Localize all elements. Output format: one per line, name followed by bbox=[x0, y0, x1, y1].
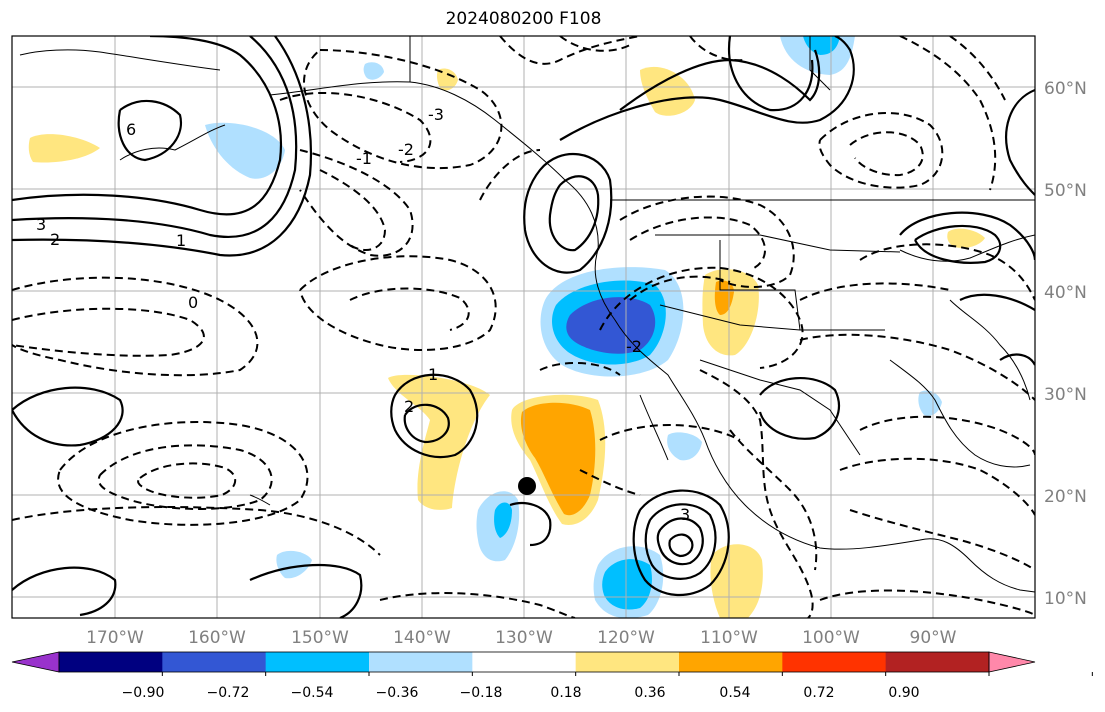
lon-label-170w: 170°W bbox=[86, 628, 144, 648]
contour-label: -2 bbox=[626, 337, 642, 356]
colorbar-tick-label: 0.18 bbox=[550, 685, 581, 701]
colorbar-segment bbox=[472, 652, 577, 672]
lon-label-90w: 90°W bbox=[910, 628, 957, 648]
contour-label: 3 bbox=[36, 215, 46, 234]
map-title: 2024080200 F108 bbox=[445, 9, 602, 29]
contour-label: 0 bbox=[188, 293, 198, 312]
lat-label-60n: 60°N bbox=[1044, 79, 1087, 99]
colorbar bbox=[11, 651, 1093, 676]
colorbar-max-arrow bbox=[988, 651, 1036, 673]
lat-label-10n: 10°N bbox=[1044, 589, 1087, 609]
colorbar-min-arrow bbox=[11, 651, 60, 673]
colorbar-segment bbox=[782, 652, 887, 672]
colorbar-segment bbox=[162, 652, 267, 672]
colorbar-tick-label: −0.18 bbox=[460, 685, 503, 701]
contour-label: -1 bbox=[356, 149, 372, 168]
solid-contours bbox=[12, 36, 1035, 618]
storm-position-marker bbox=[518, 477, 536, 495]
lat-label-30n: 30°N bbox=[1044, 385, 1087, 405]
colorbar-outline bbox=[58, 651, 990, 673]
lon-label-110w: 110°W bbox=[700, 628, 758, 648]
contour-label: -3 bbox=[428, 105, 444, 124]
colorbar-segment bbox=[885, 652, 990, 672]
contour-label: 2 bbox=[50, 230, 60, 249]
lat-label-40n: 40°N bbox=[1044, 283, 1087, 303]
colorbar-tick-label: −0.36 bbox=[376, 685, 419, 701]
colorbar-tick-label: 0.72 bbox=[803, 685, 834, 701]
coastlines bbox=[19, 36, 1035, 593]
colorbar-segment bbox=[679, 652, 783, 672]
lat-label-20n: 20°N bbox=[1044, 487, 1087, 507]
colorbar-tick-label: 0.54 bbox=[719, 685, 750, 701]
map-plot-area: 3 -3 2 -2 1 -1 0 6 -2 3 2 1 bbox=[11, 35, 1036, 619]
colorbar-segment bbox=[369, 652, 473, 672]
colorbar-tick-label: −0.54 bbox=[291, 685, 334, 701]
contour-label: 6 bbox=[126, 120, 136, 139]
contour-label: 1 bbox=[428, 365, 438, 384]
colorbar-tick-labels: −0.90 −0.72 −0.54 −0.36 −0.18 0.18 0.36 … bbox=[122, 685, 920, 701]
colorbar-tick-label: 0.36 bbox=[634, 685, 665, 701]
colorbar-segment bbox=[59, 652, 163, 672]
map-gridlines bbox=[12, 36, 1035, 618]
contour-labels: 3 -3 2 -2 1 -1 0 6 -2 3 2 1 bbox=[36, 105, 690, 524]
dashed-contours bbox=[12, 36, 1035, 618]
longitude-labels: 170°W 160°W 150°W 140°W 130°W 120°W 110°… bbox=[86, 628, 957, 648]
colorbar-tick-label: −0.90 bbox=[122, 685, 165, 701]
lon-label-130w: 130°W bbox=[495, 628, 553, 648]
contour-label: -2 bbox=[398, 140, 414, 159]
lat-label-50n: 50°N bbox=[1044, 181, 1087, 201]
lon-label-100w: 100°W bbox=[802, 628, 860, 648]
lon-label-160w: 160°W bbox=[188, 628, 246, 648]
contour-label: 1 bbox=[176, 231, 186, 250]
contour-label: 2 bbox=[404, 397, 414, 416]
lon-label-120w: 120°W bbox=[597, 628, 655, 648]
contour-label: 3 bbox=[680, 505, 690, 524]
colorbar-tick-label: 0.90 bbox=[888, 685, 919, 701]
lon-label-150w: 150°W bbox=[291, 628, 349, 648]
colorbar-tick-label: −0.72 bbox=[207, 685, 250, 701]
lon-label-140w: 140°W bbox=[393, 628, 451, 648]
latitude-labels: 60°N 50°N 40°N 30°N 20°N 10°N bbox=[1044, 79, 1087, 609]
colorbar-segment bbox=[265, 652, 370, 672]
colorbar-segment bbox=[575, 652, 680, 672]
